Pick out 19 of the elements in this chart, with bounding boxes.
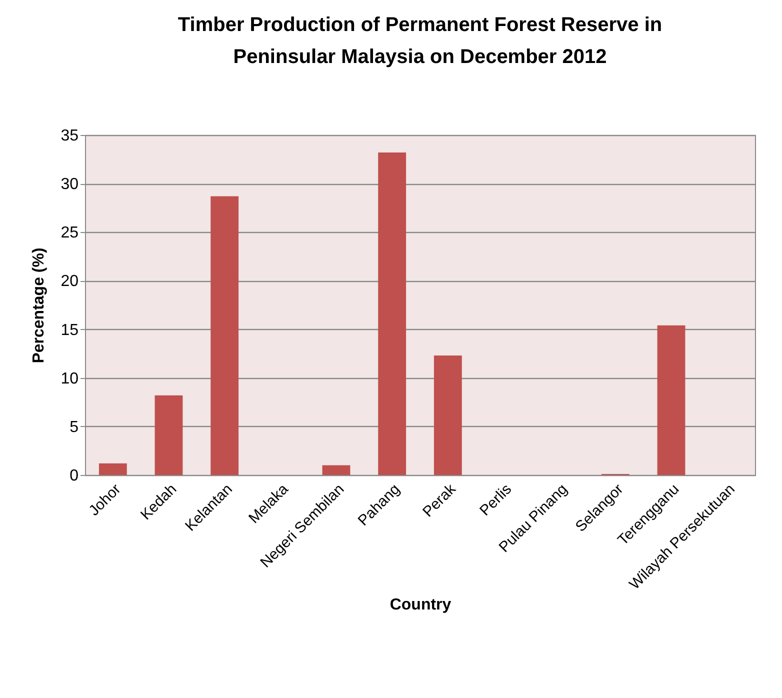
- y-tick-label: 15: [60, 322, 79, 339]
- y-tick-label: 5: [70, 418, 79, 436]
- y-tick-label: 20: [60, 273, 79, 290]
- text: Peninsular Malaysia on December 2012: [233, 46, 607, 68]
- bar: [322, 465, 350, 475]
- bar: [98, 463, 127, 475]
- bar: [657, 325, 686, 475]
- text: Timber Production of Permanent Forest Reserve in: [178, 14, 662, 36]
- y-tick-label: 0: [70, 468, 79, 484]
- y-tick-label: 30: [60, 176, 79, 194]
- y-tick-label: 10: [60, 370, 79, 388]
- x-axis-title: Country: [390, 596, 452, 614]
- bar: [210, 196, 239, 475]
- bar: [434, 356, 462, 475]
- y-axis-title: Percentage (%): [30, 248, 48, 364]
- y-tick-label: 25: [60, 224, 79, 242]
- bar: [378, 152, 406, 475]
- y-tick-label: 35: [60, 128, 79, 144]
- bar: [154, 395, 183, 475]
